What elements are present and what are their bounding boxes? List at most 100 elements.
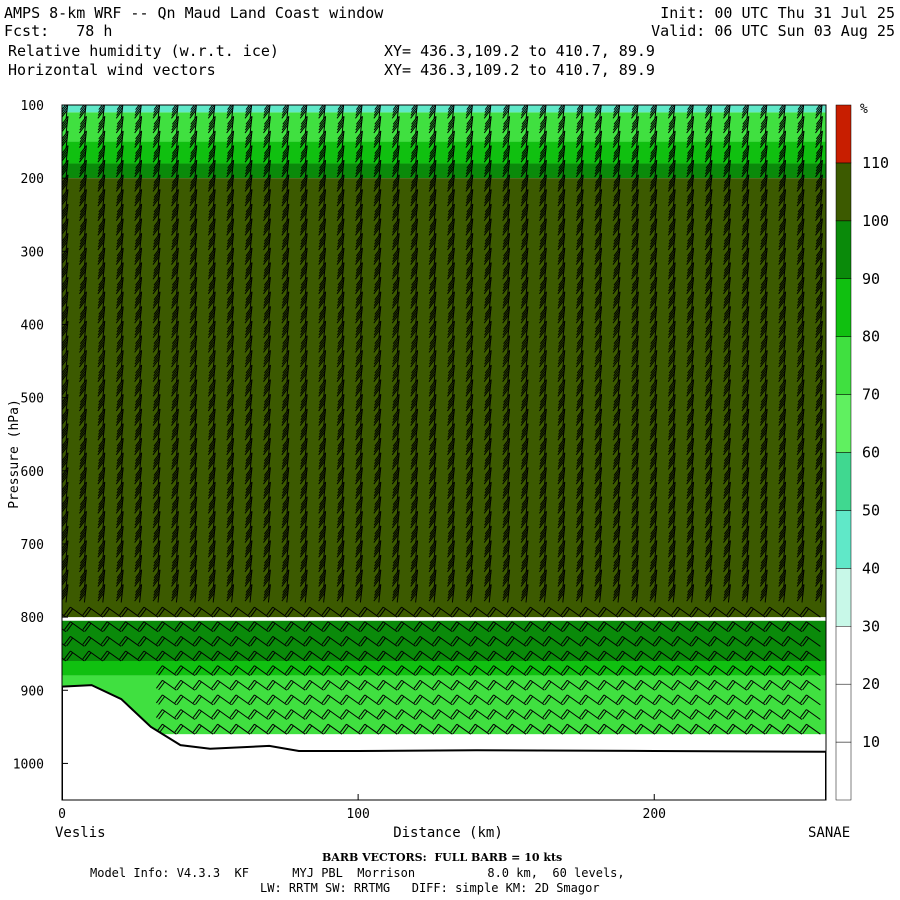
wind-barb-feather xyxy=(281,546,289,555)
wind-barb-feather xyxy=(116,159,124,169)
wind-barb-feather xyxy=(208,543,216,552)
wind-barb-feather xyxy=(263,203,271,213)
wind-barb xyxy=(254,723,269,735)
wind-barb-feather xyxy=(226,534,234,543)
wind-barb-feather xyxy=(263,238,271,248)
wind-barb-feather xyxy=(62,291,69,301)
wind-barb-feather xyxy=(98,218,106,227)
wind-barb-feather xyxy=(300,206,308,216)
wind-barb-feather xyxy=(208,470,216,479)
wind-barb-feather xyxy=(62,247,69,257)
wind-barb-feather xyxy=(79,297,87,306)
wind-barb-feather xyxy=(97,548,105,558)
wind-barb-feather xyxy=(208,350,216,359)
wind-barb-feather xyxy=(263,253,271,263)
wind-barb-feather xyxy=(62,115,69,125)
wind-barb-feather xyxy=(189,238,197,248)
wind-barb-feather xyxy=(281,490,289,499)
wind-barb-feather xyxy=(79,385,87,394)
wind-barb-feather xyxy=(263,496,271,505)
wind-barb-feather xyxy=(195,710,202,720)
wind-barb-feather xyxy=(281,344,289,353)
wind-barb-feather xyxy=(176,696,184,705)
wind-barb-feather xyxy=(300,367,308,377)
wind-barb-feather xyxy=(245,148,253,157)
wind-barb-feather xyxy=(80,291,87,301)
wind-barb-feather xyxy=(97,472,105,482)
wind-barb-feather xyxy=(171,168,178,178)
wind-barb-feather xyxy=(98,350,106,359)
wind-barb-feather xyxy=(226,472,234,482)
wind-barb-feather xyxy=(116,265,124,274)
wind-barb-feather xyxy=(211,665,219,674)
chart-title: AMPS 8-km WRF -- Qn Maud Land Coast wind… xyxy=(4,4,384,22)
wind-barb-feather xyxy=(318,121,326,131)
wind-barb-feather xyxy=(250,637,258,647)
wind-barb-feather xyxy=(226,221,234,230)
wind-barb xyxy=(290,635,306,647)
wind-barb-feather xyxy=(116,502,123,511)
wind-barb-feather xyxy=(134,224,142,233)
wind-barb-feather xyxy=(171,136,179,145)
wind-barb-feather xyxy=(227,364,235,374)
wind-barb-feather xyxy=(79,516,87,526)
wind-barb-feather xyxy=(190,437,198,447)
wind-barb-feather xyxy=(263,192,271,201)
wind-barb-feather xyxy=(281,209,289,219)
wind-barb-feather xyxy=(79,534,86,543)
wind-barb-feather xyxy=(300,589,307,599)
wind-barb-feather xyxy=(134,329,142,339)
wind-barb-feather xyxy=(284,694,292,704)
wind-barb-feather xyxy=(171,358,178,368)
wind-barb-feather xyxy=(208,408,216,418)
wind-barb-feather xyxy=(79,180,87,189)
wind-barb-feather xyxy=(79,105,87,113)
init-time: Init: 00 UTC Thu 31 Jul 25 xyxy=(660,4,895,22)
wind-barb-feather xyxy=(226,557,234,567)
wind-barb xyxy=(125,606,140,618)
wind-barb-feather xyxy=(227,467,235,476)
wind-barb-feather xyxy=(266,606,274,616)
wind-barb-feather xyxy=(174,650,182,660)
wind-barb-feather xyxy=(46,636,52,644)
wind-barb-feather xyxy=(152,516,160,526)
wind-barb-feather xyxy=(226,373,234,382)
wind-barb-feather xyxy=(79,183,86,192)
wind-barb-feather xyxy=(318,221,326,230)
wind-barb-feather xyxy=(282,203,290,213)
wind-barb-feather xyxy=(300,470,308,479)
wind-barb-feather xyxy=(155,709,163,718)
wind-barb-feather xyxy=(227,437,235,447)
wind-barb-feather xyxy=(245,352,253,362)
wind-barb xyxy=(290,650,306,662)
wind-barb-feather xyxy=(299,461,307,470)
wind-barb-feather xyxy=(300,440,308,450)
wind-barb-feather xyxy=(152,387,160,397)
wind-barb-feather xyxy=(282,218,290,227)
wind-barb-feather xyxy=(244,329,252,339)
wind-barb-feather xyxy=(116,150,123,160)
wind-barb-feather xyxy=(300,218,308,227)
wind-barb-feather xyxy=(79,352,87,362)
wind-barb-feather xyxy=(263,364,271,374)
wind-barb-feather xyxy=(208,341,215,350)
wind-barb-feather xyxy=(115,446,123,456)
wind-barb-feather xyxy=(116,121,123,131)
wind-barb-feather xyxy=(207,227,215,236)
wind-barb-feather xyxy=(152,475,160,485)
wind-barb-feather xyxy=(245,496,253,505)
wind-barb-feather xyxy=(244,153,252,163)
wind-barb-feather xyxy=(300,107,307,116)
wind-barb-feather xyxy=(244,165,252,175)
wind-barb-feather xyxy=(227,540,235,549)
wind-barb-feather xyxy=(79,311,87,321)
wind-barb-feather xyxy=(282,162,289,172)
wind-barb-feather xyxy=(189,270,197,280)
wind-barb-feather xyxy=(171,153,178,163)
wind-barb-feather xyxy=(226,543,234,552)
wind-barb-feather xyxy=(134,150,142,160)
wind-barb-feather xyxy=(98,291,106,301)
wind-barb-feather xyxy=(97,224,105,233)
wind-barb-feather xyxy=(190,484,197,494)
wind-barb-feather xyxy=(208,531,215,541)
